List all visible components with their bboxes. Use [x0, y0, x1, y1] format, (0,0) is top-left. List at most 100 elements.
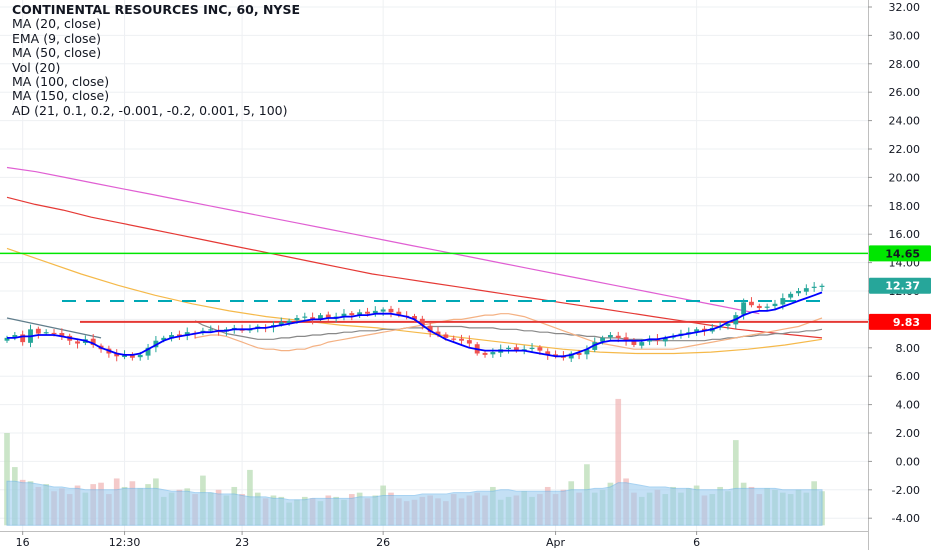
candle-body [122, 354, 127, 358]
candle-body [741, 302, 747, 315]
ema9 [7, 291, 823, 358]
ytick-label: 22.00 [889, 143, 921, 156]
xtick-label: 12:30 [109, 536, 141, 549]
legend-title[interactable]: CONTINENTAL RESOURCES INC, 60, NYSE [12, 2, 301, 17]
candle-body [4, 337, 10, 341]
volume-ma-area [6, 480, 823, 526]
candle-body [466, 340, 472, 344]
candle-body [662, 337, 668, 342]
ytick-label: 32.00 [889, 1, 921, 14]
volume-ma [6, 480, 823, 526]
ytick-label: 6.00 [896, 370, 921, 383]
xtick-label: 16 [16, 536, 30, 549]
candle-body [576, 352, 582, 355]
ma50-line [194, 320, 823, 342]
candle-body [529, 347, 535, 349]
moving-averages [6, 166, 823, 355]
legend-ma100[interactable]: MA (100, close) [12, 74, 110, 90]
candle-body [819, 285, 825, 287]
candle-body [600, 337, 606, 342]
candle-body [607, 335, 613, 338]
xtick-label: 23 [235, 536, 249, 549]
candle-body [749, 301, 754, 306]
candle-body [388, 308, 394, 313]
candle-body [412, 315, 417, 320]
ytick-label: 0.00 [896, 455, 921, 468]
candle-body [114, 352, 120, 357]
candle-body [694, 329, 700, 332]
volume-bar [732, 440, 739, 526]
ytick-label: 30.00 [889, 29, 921, 42]
legend-ma50[interactable]: MA (50, close) [12, 45, 102, 61]
candle-body [811, 286, 817, 288]
candle-body [435, 331, 441, 336]
legend-ma150[interactable]: MA (150, close) [12, 88, 110, 104]
price-labels: 14.65 12.37 9.83 [869, 245, 931, 330]
candle-body [12, 335, 18, 338]
ytick-label: 20.00 [889, 171, 921, 184]
ma150-line [6, 166, 760, 315]
xtick-label: 26 [376, 536, 390, 549]
last-price-label: 12.37 [885, 280, 920, 293]
candle-body [796, 291, 801, 294]
candle-body [365, 311, 370, 314]
green-price-label-bg [869, 245, 931, 262]
candle-body [639, 342, 645, 346]
candle-body [169, 335, 174, 339]
candle-body [482, 352, 488, 355]
candle-body [513, 347, 519, 351]
candle-body [592, 342, 598, 350]
candle-body [357, 312, 363, 316]
candle-body [372, 310, 378, 314]
candle-body [756, 305, 762, 309]
candle-body [51, 332, 57, 335]
ytick-label: 24.00 [889, 115, 921, 128]
ytick-label: -4.00 [892, 512, 920, 525]
candle-body [725, 323, 731, 326]
trend-line [6, 317, 102, 339]
red-price-label: 9.83 [893, 316, 920, 329]
candle-body [396, 311, 402, 316]
candle-body [129, 354, 135, 358]
candle-body [208, 329, 214, 331]
legend-ad[interactable]: AD (21, 0.1, 0.2, -0.001, -0.2, 0.001, 5… [12, 102, 288, 118]
candle-body [310, 317, 316, 320]
last-price-label-bg [869, 277, 931, 294]
ema9-line [7, 291, 823, 358]
candle-body [59, 333, 65, 337]
candle-body [302, 316, 308, 318]
candle-body [702, 328, 707, 331]
candle-body [506, 347, 511, 349]
ytick-label: -2.00 [892, 484, 920, 497]
legend-ema9[interactable]: EMA (9, close) [12, 30, 102, 46]
candle-body [184, 332, 190, 336]
legend-vol20[interactable]: Vol (20) [12, 59, 61, 75]
xtick-label: 6 [693, 536, 700, 549]
candle-body [788, 293, 794, 298]
red-price-label-bg [869, 313, 931, 330]
chart-legend: CONTINENTAL RESOURCES INC, 60, NYSE MA (… [12, 2, 301, 118]
candle-body [161, 337, 167, 341]
candle-body [325, 314, 331, 318]
legend-ma20[interactable]: MA (20, close) [12, 16, 102, 32]
candle-body [647, 339, 653, 342]
ytick-label: 16.00 [889, 228, 921, 241]
candle-body [419, 318, 425, 326]
candle-body [35, 328, 41, 334]
price-axis: 32.00 30.00 28.00 26.00 24.00 22.00 20.00 18.00… [868, 1, 920, 525]
candle-body [278, 322, 284, 325]
candle-body [780, 298, 786, 305]
candle-body [451, 338, 457, 340]
ytick-label: 4.00 [896, 399, 921, 412]
candle-body [803, 288, 809, 292]
xtick-label: Apr [546, 536, 566, 549]
horizontal-levels [0, 252, 868, 323]
candle-body [459, 338, 464, 341]
candle-body [286, 320, 292, 323]
candle-body [631, 340, 637, 345]
candle-body [553, 354, 558, 357]
grid [0, 0, 868, 531]
candle-body [545, 351, 551, 355]
candle-body [584, 349, 590, 355]
